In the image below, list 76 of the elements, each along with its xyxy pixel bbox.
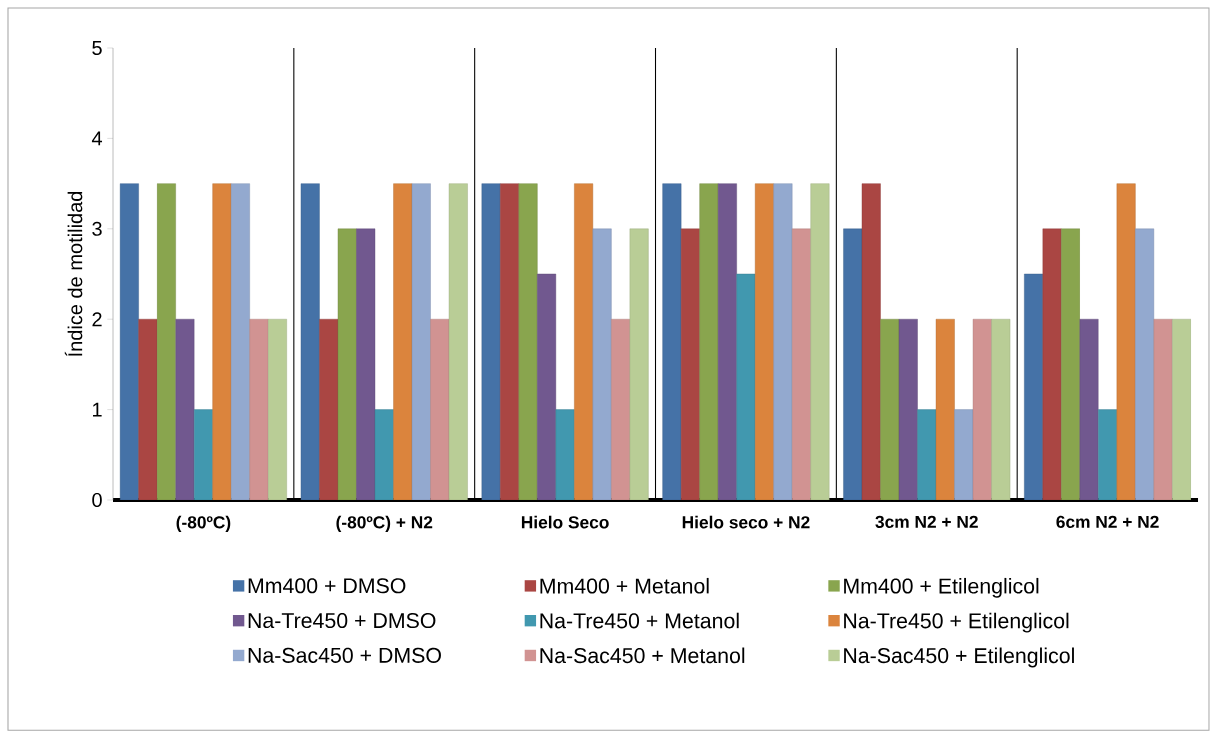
bar (555, 409, 575, 500)
y-axis-title: Índice de motilidad (64, 191, 83, 356)
x-tick-label: 6cm N2 + N2 (1056, 515, 1159, 528)
legend-label: Na-Sac450 + Etilenglicol (844, 647, 1074, 668)
bar (1079, 319, 1099, 500)
y-tick-label: 4 (91, 131, 103, 146)
bar (792, 228, 811, 500)
y-tick-label: 0 (92, 492, 102, 508)
x-tick-label: Hielo seco + N2 (682, 515, 810, 529)
legend-label: Na-Sac450 + DMSO (248, 647, 441, 663)
bar (736, 273, 756, 500)
bar (230, 183, 250, 500)
y-tick-label: 2 (92, 312, 102, 327)
bar (430, 319, 450, 500)
bar (880, 319, 900, 500)
bar (935, 319, 955, 500)
bar (662, 183, 682, 500)
bar (518, 183, 538, 500)
bar (537, 273, 557, 500)
bar (773, 183, 793, 500)
bar (119, 183, 139, 500)
bar (611, 319, 631, 500)
bar (374, 409, 394, 500)
bar (156, 183, 176, 500)
bar (1098, 409, 1118, 500)
x-tick-label: (-80ºC) (176, 515, 231, 532)
bar (574, 183, 594, 500)
y-tick-label: 1 (93, 402, 102, 417)
legend-label: Na-Tre450 + DMSO (248, 613, 436, 629)
bar (1172, 319, 1192, 500)
bar (1042, 228, 1062, 500)
legend-label: Mm400 + Etilenglicol (844, 577, 1039, 598)
bar (843, 228, 863, 500)
bar (1061, 228, 1081, 500)
bar (175, 319, 195, 500)
x-tick-label: (-80ºC) + N2 (336, 515, 433, 532)
bar (954, 409, 974, 500)
bar (1116, 183, 1136, 500)
bar (917, 409, 937, 500)
legend-label: Na-Tre450 + Etilenglicol (844, 612, 1069, 633)
bar (411, 183, 431, 500)
bar (1153, 319, 1173, 500)
legend-label: Na-Tre450 + Metanol (540, 612, 739, 629)
bar (193, 409, 213, 500)
bar (629, 228, 649, 500)
bar (717, 183, 737, 500)
x-tick-label: Hielo Seco (521, 515, 609, 529)
bar (680, 228, 700, 500)
bar (212, 183, 232, 500)
bar (699, 183, 719, 500)
x-tick-label: 3cm N2 + N2 (875, 515, 978, 529)
bar (448, 183, 468, 500)
bar (268, 319, 287, 500)
bar (1135, 228, 1155, 500)
bar (754, 183, 774, 500)
y-tick-label: 5 (92, 41, 102, 55)
bar (300, 183, 320, 500)
bar (500, 183, 520, 500)
legend-label: Na-Sac450 + Metanol (540, 647, 745, 664)
bar (898, 319, 918, 500)
bar (337, 228, 357, 500)
legend-label: Mm400 + DMSO (248, 578, 406, 594)
legend-label: Mm400 + Metanol (540, 577, 709, 594)
bar (319, 319, 339, 500)
bar (861, 183, 881, 500)
bar (592, 228, 612, 500)
bar (991, 319, 1011, 500)
bar (1024, 273, 1044, 500)
bar (138, 319, 158, 500)
bar (481, 183, 501, 500)
bar (810, 183, 830, 500)
bar (249, 319, 269, 500)
y-tick-label: 3 (92, 221, 102, 236)
bar (356, 228, 376, 500)
bar (393, 183, 413, 500)
bar (972, 319, 992, 500)
